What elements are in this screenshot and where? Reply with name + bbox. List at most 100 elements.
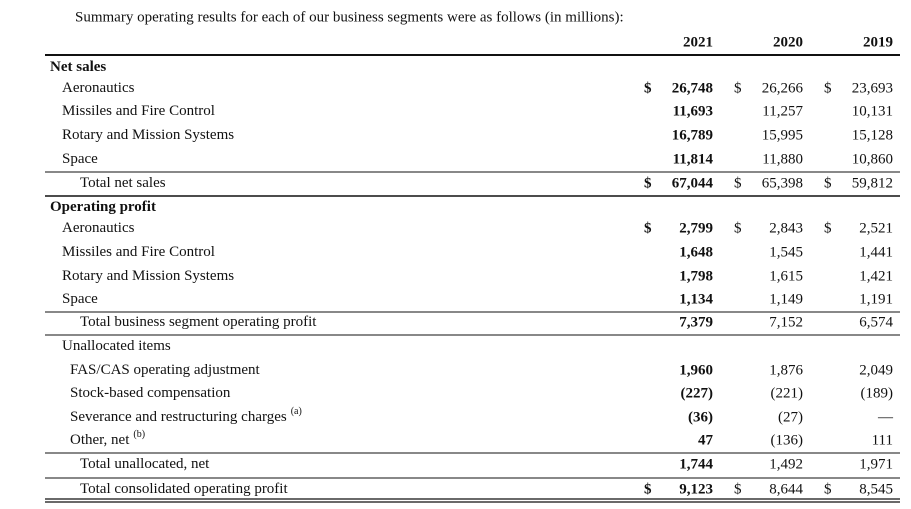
label-text: FAS/CAS operating adjustment <box>70 362 261 378</box>
cell-value: 1,545 <box>769 244 803 260</box>
row-label: Net sales <box>50 59 106 75</box>
label-text: Rotary and Mission Systems <box>62 127 234 143</box>
cell-value: 2,843 <box>769 220 803 236</box>
currency-sign: $ <box>734 481 742 497</box>
label-text: Space <box>62 291 98 307</box>
currency-sign: $ <box>734 80 742 96</box>
row-label: Operating profit <box>50 199 156 215</box>
cell-value: (189) <box>861 385 894 401</box>
row-label: Rotary and Mission Systems <box>62 268 234 284</box>
cell-value: 26,748 <box>672 80 713 96</box>
cell-value: 10,131 <box>852 103 893 119</box>
currency-sign: $ <box>644 220 652 236</box>
cell-value: 16,789 <box>672 127 713 143</box>
row-label: Total consolidated operating profit <box>80 481 288 497</box>
label-text: Aeronautics <box>62 80 135 96</box>
label-text: Other, net <box>70 432 130 448</box>
label-text: Unallocated items <box>62 338 171 354</box>
cell-value: 11,257 <box>762 103 803 119</box>
label-text: Severance and restructuring charges <box>70 409 287 425</box>
label-text: Total net sales <box>80 175 166 191</box>
row-label: Total business segment operating profit <box>80 314 317 330</box>
footnote-ref: (b) <box>133 429 145 440</box>
cell-value: 1,744 <box>679 456 713 472</box>
currency-sign: $ <box>644 80 652 96</box>
cell-value: 1,441 <box>859 244 893 260</box>
cell-value: 1,960 <box>679 362 713 378</box>
row-label: Aeronautics <box>62 220 135 236</box>
footnote-ref: (a) <box>291 406 302 417</box>
cell-value: (27) <box>778 409 803 425</box>
row-label: Rotary and Mission Systems <box>62 127 234 143</box>
currency-sign: $ <box>824 175 832 191</box>
label-text: Total consolidated operating profit <box>80 481 288 497</box>
cell-value: 1,149 <box>769 291 803 307</box>
cell-value: 1,492 <box>769 456 803 472</box>
cell-value: 2,799 <box>679 220 713 236</box>
cell-value: 1,134 <box>679 291 713 307</box>
cell-value: (227) <box>681 385 714 401</box>
row-label: Other, net (b) <box>70 429 145 448</box>
label-text: Missiles and Fire Control <box>62 103 215 119</box>
label-text: Stock-based compensation <box>70 385 231 401</box>
label-text: Operating profit <box>50 199 156 215</box>
row-label: Missiles and Fire Control <box>62 244 215 260</box>
year-header: 2019 <box>863 34 893 50</box>
label-text: Missiles and Fire Control <box>62 244 215 260</box>
cell-value: 2,521 <box>859 220 893 236</box>
label-text: Total unallocated, net <box>80 456 210 472</box>
intro-text: Summary operating results for each of ou… <box>75 9 624 25</box>
currency-sign: $ <box>644 175 652 191</box>
label-text: Total business segment operating profit <box>80 314 317 330</box>
cell-value: 47 <box>698 432 714 448</box>
row-label: Total net sales <box>80 175 166 191</box>
year-header: 2021 <box>683 34 713 50</box>
cell-value: 1,421 <box>859 268 893 284</box>
cell-value: 1,648 <box>679 244 713 260</box>
year-header: 2020 <box>773 34 803 50</box>
cell-value: 67,044 <box>672 175 714 191</box>
row-label: Stock-based compensation <box>70 385 231 401</box>
cell-value: 2,049 <box>859 362 893 378</box>
cell-value: 7,152 <box>769 314 803 330</box>
label-text: Net sales <box>50 59 106 75</box>
currency-sign: $ <box>824 220 832 236</box>
cell-value: 1,971 <box>859 456 893 472</box>
cell-value: 6,574 <box>859 314 893 330</box>
cell-value: 8,545 <box>859 481 893 497</box>
cell-value: 1,876 <box>769 362 803 378</box>
cell-value: 15,128 <box>852 127 893 143</box>
cell-value: 7,379 <box>679 314 713 330</box>
label-text: Aeronautics <box>62 220 135 236</box>
row-label: Severance and restructuring charges (a) <box>70 406 302 425</box>
cell-value: 11,880 <box>762 151 803 167</box>
cell-value: (221) <box>771 385 804 401</box>
row-label: Space <box>62 291 98 307</box>
cell-value: 111 <box>872 432 893 448</box>
cell-value: 65,398 <box>762 175 803 191</box>
label-text: Rotary and Mission Systems <box>62 268 234 284</box>
cell-value: 1,798 <box>679 268 713 284</box>
cell-value: 26,266 <box>762 80 804 96</box>
row-label: Unallocated items <box>62 338 171 354</box>
cell-value: 59,812 <box>852 175 893 191</box>
cell-value: (36) <box>688 409 713 425</box>
row-label: Total unallocated, net <box>80 456 210 472</box>
currency-sign: $ <box>734 220 742 236</box>
cell-value: (136) <box>771 432 804 448</box>
label-text: Space <box>62 151 98 167</box>
cell-value: 11,814 <box>673 151 714 167</box>
currency-sign: $ <box>824 481 832 497</box>
cell-value: 1,615 <box>769 268 803 284</box>
currency-sign: $ <box>734 175 742 191</box>
currency-sign: $ <box>644 481 652 497</box>
cell-value: 8,644 <box>769 481 803 497</box>
cell-value: 9,123 <box>679 481 713 497</box>
row-label: FAS/CAS operating adjustment <box>70 362 261 378</box>
cell-value: 23,693 <box>852 80 893 96</box>
currency-sign: $ <box>824 80 832 96</box>
row-label: Aeronautics <box>62 80 135 96</box>
cell-value: 15,995 <box>762 127 803 143</box>
row-label: Missiles and Fire Control <box>62 103 215 119</box>
